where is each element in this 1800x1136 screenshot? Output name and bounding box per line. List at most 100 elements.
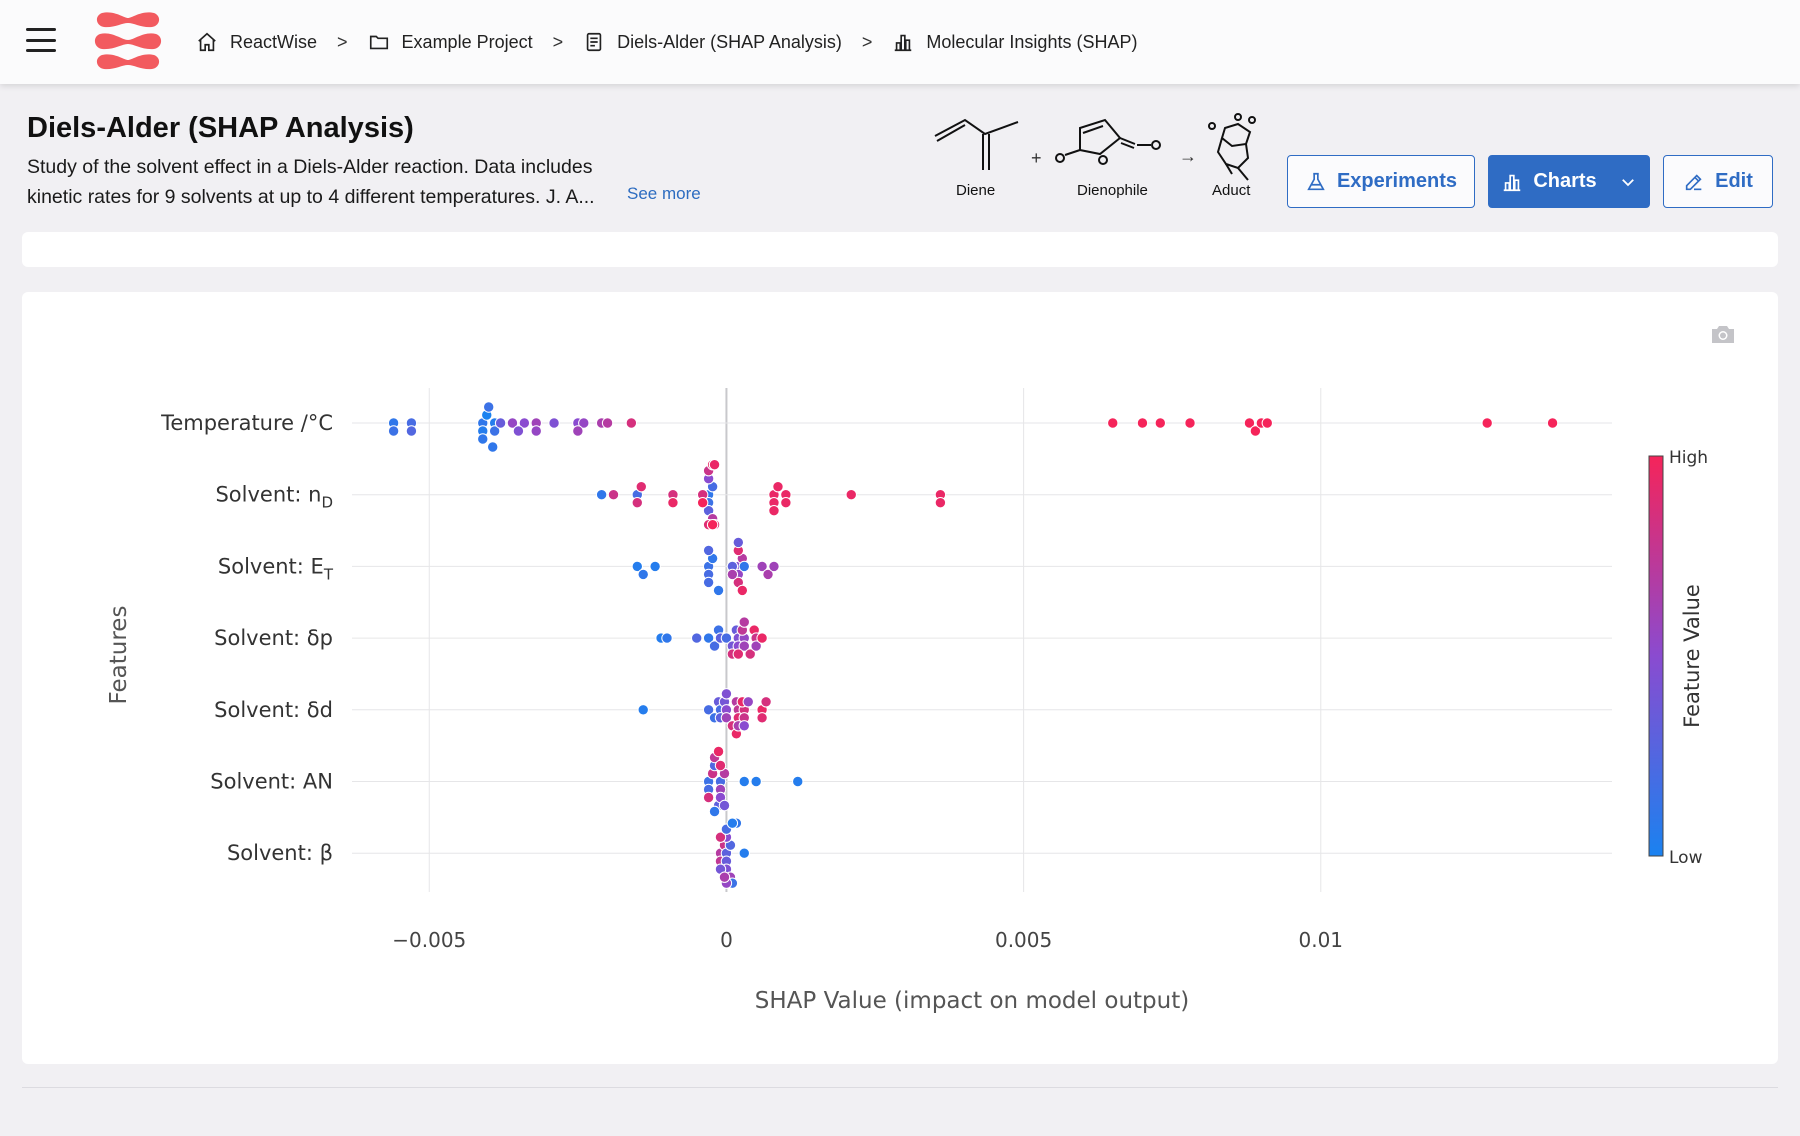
shap-point xyxy=(702,544,715,557)
x-axis-ticks: −0.005 0 0.005 0.01 xyxy=(392,928,1343,952)
shap-point xyxy=(518,417,531,429)
shap-point xyxy=(387,425,400,437)
shap-point xyxy=(702,791,715,804)
shap-point xyxy=(756,560,768,573)
shap-point xyxy=(595,489,608,501)
breadcrumb-separator: > xyxy=(552,31,564,52)
shap-point xyxy=(738,560,750,573)
feature-label: Solvent: δd xyxy=(214,698,333,722)
shap-point xyxy=(708,640,721,652)
shap-point xyxy=(1546,417,1559,429)
shap-point xyxy=(625,417,638,429)
bar-chart-icon xyxy=(895,34,912,52)
feature-label: Solvent: δp xyxy=(214,626,333,650)
shap-point xyxy=(635,481,647,493)
breadcrumb-item-study[interactable]: Diels-Alder (SHAP Analysis) xyxy=(583,31,842,53)
shap-point xyxy=(530,425,542,437)
shap-point xyxy=(756,632,768,644)
shap-point xyxy=(738,847,750,859)
shap-point xyxy=(768,560,780,573)
shap-point xyxy=(482,401,495,413)
feature-label: Solvent: AN xyxy=(210,770,333,794)
shap-point xyxy=(702,576,715,589)
chevron-down-icon xyxy=(1621,178,1634,186)
shap-point xyxy=(714,759,727,772)
shap-point xyxy=(702,632,715,644)
shap-point xyxy=(738,775,750,788)
shap-point xyxy=(732,648,745,660)
shap-point xyxy=(738,616,750,628)
shap-point xyxy=(1249,425,1262,437)
shap-point xyxy=(494,417,507,429)
x-axis-title: SHAP Value (impact on model output) xyxy=(755,988,1189,1014)
shap-point xyxy=(702,704,715,716)
shap-point xyxy=(637,568,649,581)
shap-point xyxy=(477,433,489,445)
document-icon xyxy=(586,32,602,52)
shap-point xyxy=(708,805,721,818)
shap-point xyxy=(934,497,947,509)
shap-point xyxy=(720,712,733,724)
plus-sign: + xyxy=(1031,148,1042,168)
shap-point xyxy=(1107,417,1119,429)
shap-point xyxy=(1261,417,1273,429)
edit-button[interactable]: Edit xyxy=(1663,155,1773,208)
breadcrumb-item-project[interactable]: Example Project xyxy=(368,31,533,53)
shap-point xyxy=(1136,417,1149,429)
shap-point xyxy=(762,568,774,581)
breadcrumb-separator: > xyxy=(861,31,873,52)
breadcrumb-item-insights[interactable]: Molecular Insights (SHAP) xyxy=(892,31,1137,53)
shap-point xyxy=(1184,417,1196,429)
charts-button[interactable]: Charts xyxy=(1488,155,1650,208)
y-axis-title: Features xyxy=(106,606,132,705)
shap-point xyxy=(744,648,756,660)
shap-point xyxy=(486,441,499,453)
shap-point xyxy=(649,560,661,573)
dienophile-structure xyxy=(1055,118,1161,165)
data-points xyxy=(387,401,1559,889)
chart-card xyxy=(22,292,1778,1064)
colorbar-title: Feature Value xyxy=(1680,584,1704,728)
shap-point xyxy=(738,720,750,732)
shap-point xyxy=(756,712,768,724)
shap-point xyxy=(845,489,857,501)
shap-point xyxy=(667,497,679,509)
shap-point xyxy=(1154,417,1167,429)
experiments-button[interactable]: Experiments xyxy=(1287,155,1475,208)
feature-label-main: Solvent: E xyxy=(218,554,324,578)
x-tick-label: 0 xyxy=(720,928,733,952)
bar-chart-icon xyxy=(1504,174,1521,191)
shap-point xyxy=(742,696,754,708)
feature-label: Solvent: nD xyxy=(215,483,333,512)
shap-point xyxy=(572,425,584,437)
flask-icon xyxy=(1307,172,1325,190)
feature-label-subscript: T xyxy=(323,565,334,583)
shap-point xyxy=(720,632,733,644)
shap-point xyxy=(506,417,519,429)
divider xyxy=(22,1087,1778,1088)
shap-point xyxy=(750,640,762,652)
breadcrumb-item-reactwise[interactable]: ReactWise xyxy=(196,31,317,53)
x-tick-label: −0.005 xyxy=(392,928,466,952)
colorbar: High Low Feature Value xyxy=(1648,448,1708,868)
shap-point xyxy=(760,696,772,708)
breadcrumb: ReactWise > Example Project > Diels-Alde… xyxy=(196,0,1137,84)
camera-icon[interactable] xyxy=(1710,323,1736,345)
colorbar-gradient xyxy=(1648,455,1664,857)
diene-structure xyxy=(934,118,1019,170)
shap-point xyxy=(578,417,590,429)
shap-point xyxy=(708,459,721,471)
shap-point xyxy=(718,799,731,812)
feature-label: Solvent: β xyxy=(227,841,333,865)
see-more-link[interactable]: See more xyxy=(627,184,701,203)
shap-point xyxy=(696,497,709,509)
shap-point xyxy=(712,584,725,597)
hamburger-menu-icon[interactable] xyxy=(26,28,56,52)
shap-point xyxy=(726,568,739,581)
shap-point xyxy=(512,425,525,437)
shap-point xyxy=(631,560,643,573)
shap-point xyxy=(772,481,784,493)
shap-point xyxy=(548,417,560,429)
reactwise-logo[interactable] xyxy=(94,10,162,72)
